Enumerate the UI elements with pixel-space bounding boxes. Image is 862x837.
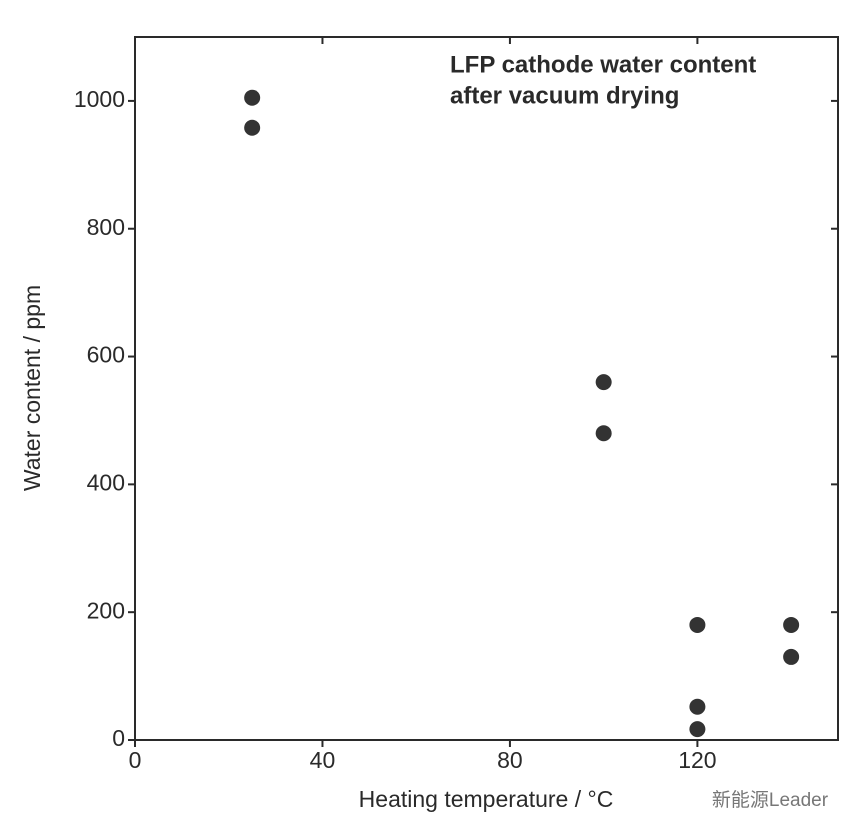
x-axis-label: Heating temperature / °C: [359, 786, 614, 812]
point: [689, 616, 706, 633]
point: [689, 721, 706, 738]
x-tick-label: 120: [678, 747, 716, 773]
point: [595, 425, 612, 442]
y-tick-label: 1000: [74, 86, 125, 112]
y-tick-label: 800: [87, 214, 125, 240]
point: [244, 89, 261, 106]
point: [689, 698, 706, 715]
y-tick-label: 400: [87, 469, 125, 495]
point: [783, 616, 800, 633]
x-tick-label: 80: [497, 747, 523, 773]
point: [244, 119, 261, 136]
plot-frame: [134, 36, 839, 741]
watermark: 新能源Leader: [712, 789, 829, 811]
chart-title: LFP cathode water content: [450, 51, 756, 78]
y-tick-label: 200: [87, 597, 125, 623]
x-tick-label: 0: [129, 747, 142, 773]
point: [595, 374, 612, 391]
point: [783, 648, 800, 665]
x-tick-label: 40: [310, 747, 336, 773]
y-tick-label: 600: [87, 342, 125, 368]
y-axis-label: Water content / ppm: [19, 285, 45, 491]
y-tick-label: 0: [112, 725, 125, 751]
chart-title: after vacuum drying: [450, 82, 679, 109]
